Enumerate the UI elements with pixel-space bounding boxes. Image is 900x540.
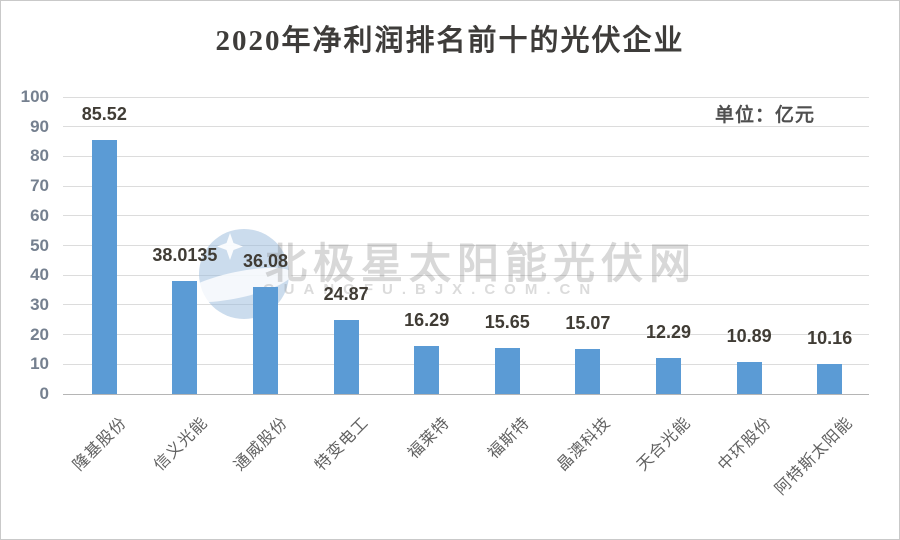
- bar-value-label: 15.65: [484, 311, 530, 332]
- bar-value-label: 24.87: [323, 284, 369, 305]
- x-axis: 隆基股份 信义光能 通威股份 特变电工 福莱特 福斯特 晶澳科技 天合光能 中环股份 阿特斯太阳能: [63, 394, 869, 539]
- gridline: [63, 215, 869, 217]
- y-axis-tick-label: 80: [30, 146, 49, 166]
- bar-value-label: 10.16: [807, 327, 853, 348]
- y-axis-tick-label: 60: [30, 205, 49, 225]
- x-axis-label: 特变电工: [312, 414, 373, 475]
- bar: [414, 345, 440, 394]
- gridline: [63, 185, 869, 187]
- y-axis-tick-label: 90: [30, 116, 49, 136]
- x-axis-label: 信义光能: [151, 414, 212, 475]
- x-axis-label: 阿特斯太阳能: [771, 414, 856, 499]
- y-axis-tick-label: 40: [30, 265, 49, 285]
- bar: [656, 357, 681, 394]
- bar: [172, 281, 198, 394]
- x-axis-label: 福斯特: [485, 414, 534, 463]
- y-axis-tick-label: 100: [20, 87, 49, 106]
- bar-value-label: 85.52: [81, 104, 127, 125]
- bar-value-label: 36.08: [242, 250, 289, 271]
- bar-value-label: 12.29: [645, 321, 692, 342]
- x-axis-label: 福莱特: [404, 414, 453, 463]
- gridline: [63, 334, 869, 336]
- bar-value-label: 16.29: [404, 309, 450, 330]
- x-axis-label: 天合光能: [634, 414, 695, 475]
- x-axis-label: 通威股份: [231, 414, 292, 475]
- x-axis-label: 晶澳科技: [554, 414, 615, 475]
- unit-label: 单位：亿元: [714, 105, 815, 126]
- gridline: [63, 304, 869, 306]
- gridline: [63, 393, 869, 395]
- gridline: [63, 155, 869, 157]
- y-axis-tick-label: 20: [30, 324, 49, 344]
- gridline: [63, 274, 869, 276]
- y-axis-tick-label: 10: [30, 354, 49, 374]
- y-axis-tick-label: 50: [30, 235, 49, 255]
- bar: [333, 320, 359, 394]
- bar-value-label: 10.89: [726, 325, 772, 346]
- bar: [575, 349, 601, 394]
- chart-title: 2020年净利润排名前十的光伏企业: [215, 25, 685, 57]
- bar: [253, 286, 278, 394]
- gridline: [63, 363, 869, 365]
- plot-area: 85.52 38.0135 36.08 24.87 16.29 15.65 15.07 12.…: [63, 96, 869, 395]
- y-axis-tick-label: 30: [30, 294, 49, 314]
- gridline: [63, 126, 869, 128]
- x-axis-label: 中环股份: [715, 414, 776, 475]
- bar: [91, 140, 117, 394]
- y-axis-tick-label: 70: [30, 176, 49, 196]
- x-axis-label: 隆基股份: [70, 414, 131, 475]
- bar: [736, 361, 762, 394]
- gridline: [63, 96, 869, 98]
- y-axis: 0 10 20 30 40 50 60 70 80 90 100: [1, 88, 55, 403]
- bar-value-label: 15.07: [565, 313, 611, 334]
- y-axis-tick-label: 0: [39, 384, 49, 403]
- bar: [494, 347, 520, 394]
- gridline: [63, 245, 869, 246]
- bar: [817, 363, 843, 394]
